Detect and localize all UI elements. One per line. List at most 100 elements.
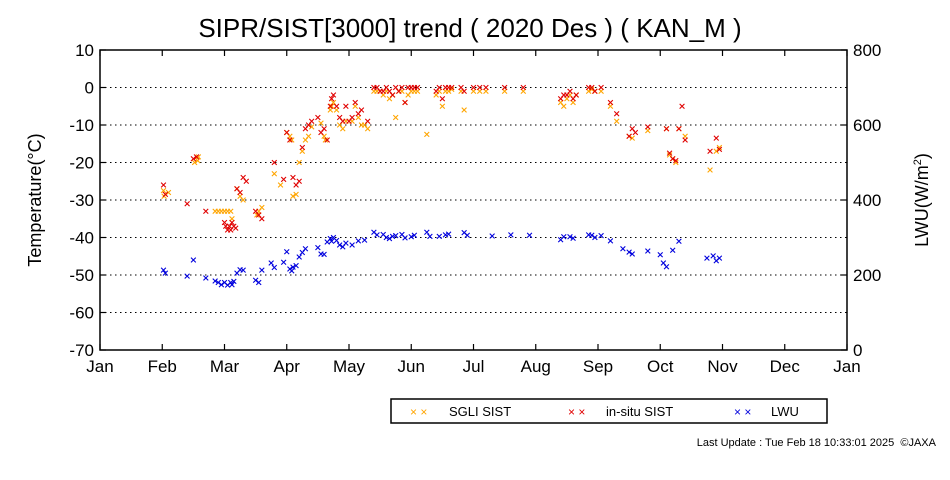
y-axis-label: Temperature(°C) xyxy=(25,133,45,266)
data-point xyxy=(160,182,167,188)
x-tick-label: Sep xyxy=(583,357,613,376)
data-point xyxy=(191,159,198,166)
data-point xyxy=(328,238,335,245)
data-point xyxy=(339,118,346,125)
data-point xyxy=(184,200,190,207)
data-point xyxy=(290,174,296,181)
series-in-situ-sist xyxy=(160,84,723,233)
data-point xyxy=(349,242,355,248)
data-point xyxy=(339,125,346,132)
x-tick-label: Jun xyxy=(398,357,425,376)
data-point xyxy=(184,273,190,279)
data-point xyxy=(352,99,359,106)
gridlines xyxy=(100,87,847,313)
x-tick-label: Jan xyxy=(833,357,860,376)
data-point xyxy=(399,84,405,91)
data-point xyxy=(476,84,483,91)
data-point xyxy=(193,154,200,160)
data-point xyxy=(707,167,713,173)
data-point xyxy=(195,154,202,160)
last-update-footer: Last Update : Tue Feb 18 10:33:01 2025 ©… xyxy=(696,437,936,449)
data-point xyxy=(645,124,651,130)
data-point xyxy=(707,148,713,155)
data-point xyxy=(439,103,446,110)
series-lwu xyxy=(160,229,723,288)
legend: × × SGLI SIST × × in-situ SIST × × LWU xyxy=(390,398,828,424)
data-point xyxy=(620,245,626,252)
data-point xyxy=(461,88,467,95)
data-point xyxy=(669,155,676,162)
data-point xyxy=(427,233,433,240)
data-point xyxy=(299,144,306,151)
data-point xyxy=(598,232,604,239)
data-point xyxy=(626,249,632,255)
data-point xyxy=(271,264,278,271)
data-point xyxy=(629,251,636,257)
data-point xyxy=(470,84,477,91)
x-tick-label: Mar xyxy=(210,357,240,376)
y2-tick-label: 400 xyxy=(853,191,881,210)
data-point xyxy=(567,88,573,95)
data-point xyxy=(361,237,368,243)
data-point xyxy=(305,133,312,140)
data-point xyxy=(598,84,604,91)
data-point xyxy=(165,189,172,196)
data-point xyxy=(445,231,452,237)
data-point xyxy=(526,232,533,239)
data-point xyxy=(386,235,393,242)
data-point xyxy=(308,118,315,125)
data-point xyxy=(190,257,197,263)
data-point xyxy=(240,267,246,273)
data-point xyxy=(666,150,673,156)
data-point xyxy=(288,137,295,143)
data-point xyxy=(663,263,670,270)
data-point xyxy=(570,235,576,242)
data-point xyxy=(315,244,321,251)
data-point xyxy=(629,135,636,141)
data-point xyxy=(439,95,446,102)
data-point xyxy=(321,125,327,132)
data-point xyxy=(343,240,349,246)
x-tick-label: Apr xyxy=(274,357,301,376)
data-point xyxy=(679,103,685,110)
x-tick-label: May xyxy=(333,357,366,376)
data-point xyxy=(607,99,614,106)
data-point xyxy=(520,84,527,91)
y-tick-label: -60 xyxy=(69,304,94,323)
data-point xyxy=(573,92,580,98)
legend-box xyxy=(390,398,828,424)
data-point xyxy=(259,215,265,222)
y2-tick-label: 800 xyxy=(853,41,881,60)
data-point xyxy=(710,253,716,259)
data-point xyxy=(255,279,262,286)
data-point xyxy=(254,212,260,218)
data-point xyxy=(632,129,639,136)
data-point xyxy=(657,251,664,258)
data-point xyxy=(231,278,237,285)
data-point xyxy=(227,208,234,215)
series-sgli-sist xyxy=(160,86,723,222)
data-point xyxy=(280,259,287,266)
y-tick-label: 0 xyxy=(85,79,94,98)
y2-axis-label-exp: 2 xyxy=(912,159,924,165)
data-point xyxy=(315,114,321,121)
data-point xyxy=(287,137,293,143)
data-point xyxy=(560,103,567,110)
data-point xyxy=(277,182,284,188)
data-point xyxy=(259,204,265,211)
data-point xyxy=(296,159,302,166)
x-tick-label: Nov xyxy=(707,357,738,376)
x-tick-label: Aug xyxy=(521,357,551,376)
data-point xyxy=(424,229,430,236)
data-point xyxy=(464,232,471,239)
data-point xyxy=(448,86,455,93)
data-point xyxy=(296,254,302,260)
data-point xyxy=(327,103,334,110)
data-point xyxy=(673,157,679,164)
data-point xyxy=(716,255,723,261)
data-point xyxy=(229,219,235,226)
data-point xyxy=(162,270,169,276)
data-point xyxy=(271,170,278,177)
data-point xyxy=(567,233,573,240)
data-point xyxy=(288,268,295,274)
